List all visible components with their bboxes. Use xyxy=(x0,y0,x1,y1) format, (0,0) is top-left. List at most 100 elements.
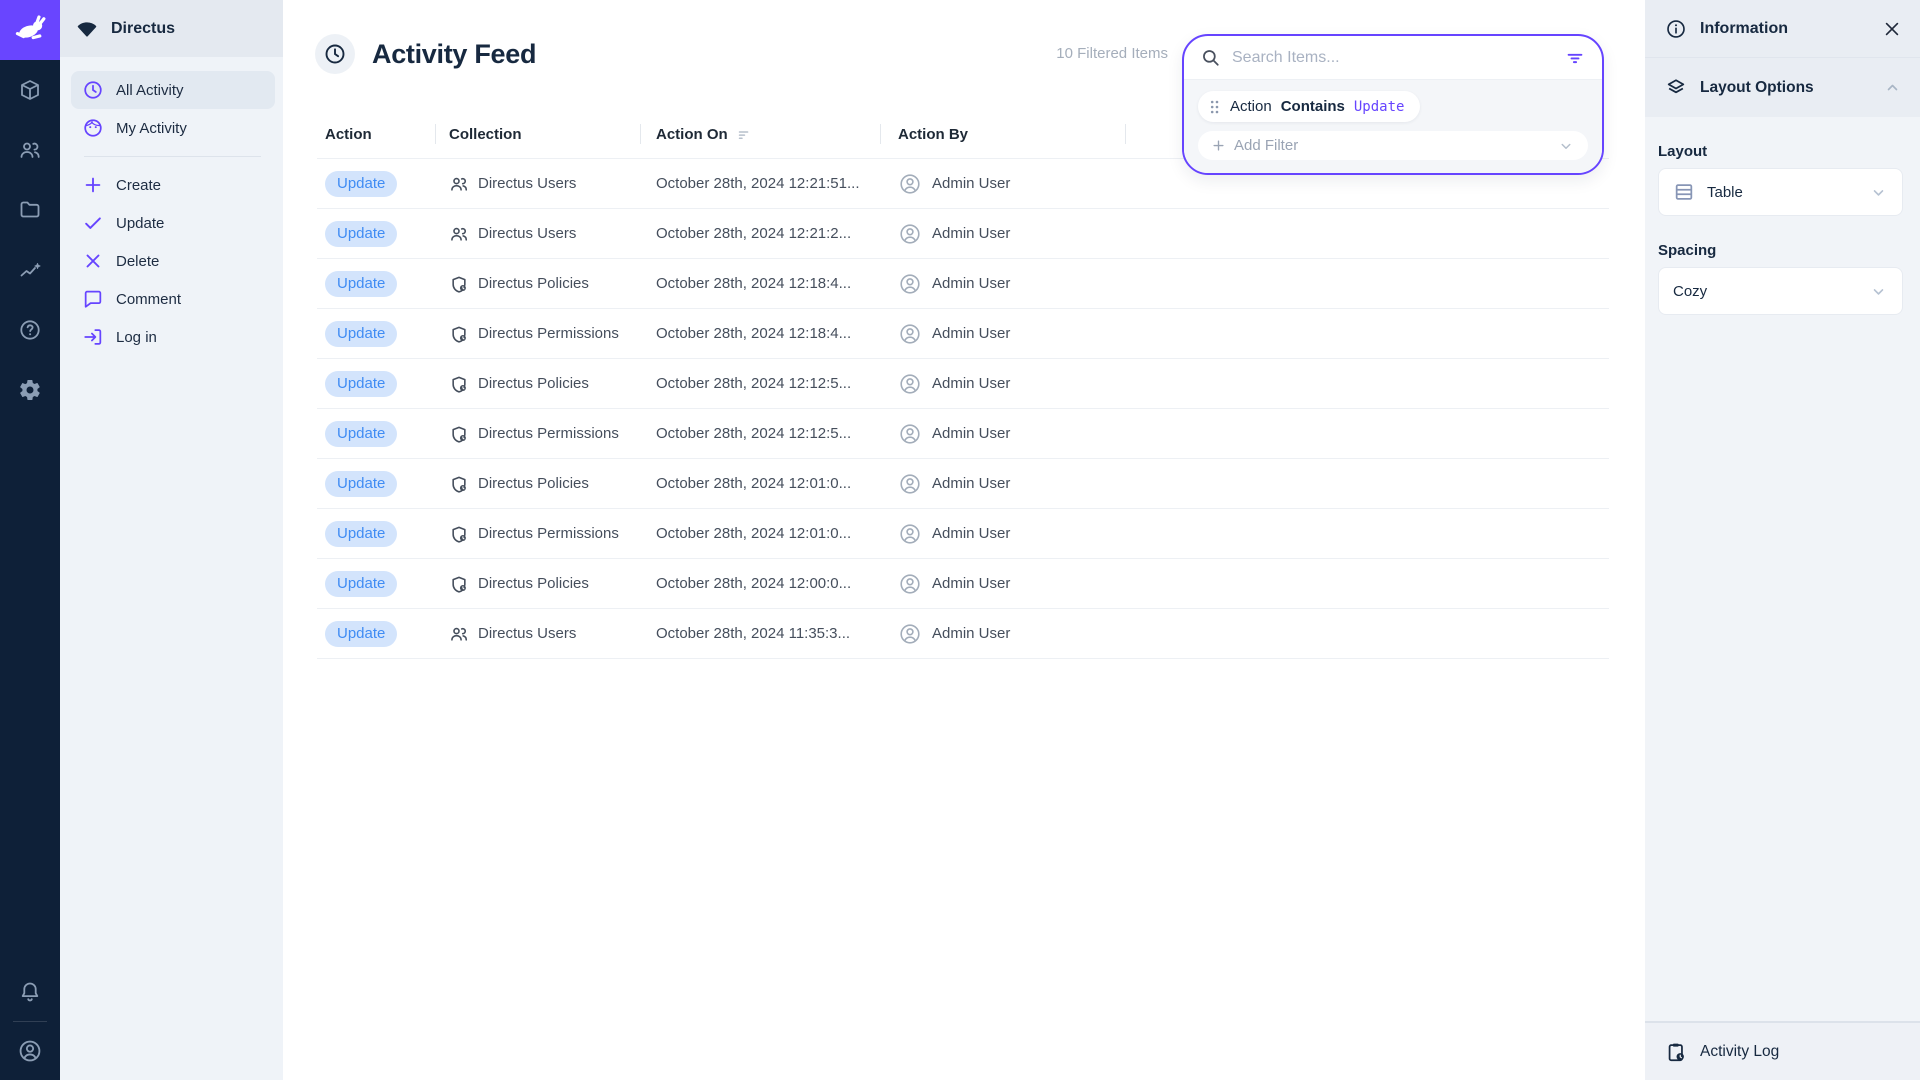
add-filter-button[interactable]: Add Filter xyxy=(1198,131,1588,160)
sidebar-item-login[interactable]: Log in xyxy=(71,318,275,356)
table-body: Update Directus Users October 28th, 2024… xyxy=(317,158,1609,659)
module-help-button[interactable] xyxy=(0,300,60,360)
drag-handle-icon[interactable] xyxy=(1208,99,1221,115)
collection-name: Directus Policies xyxy=(478,275,589,292)
collection-name: Directus Policies xyxy=(478,575,589,592)
action-on-date: October 28th, 2024 12:18:4... xyxy=(656,325,852,342)
column-header-action-on[interactable]: Action On xyxy=(640,110,880,158)
filter-operator[interactable]: Contains xyxy=(1280,98,1345,115)
action-by-user: Admin User xyxy=(932,475,1011,492)
project-selector[interactable]: Directus xyxy=(60,0,283,57)
table-row[interactable]: Update Directus Permissions October 28th… xyxy=(317,409,1609,459)
module-users-button[interactable] xyxy=(0,120,60,180)
spacing-label: Spacing xyxy=(1658,242,1717,259)
action-badge: Update xyxy=(325,420,398,447)
layout-label: Layout xyxy=(1658,143,1708,160)
information-header: Information xyxy=(1645,0,1920,57)
users-collection-icon xyxy=(449,624,469,644)
chevron-down-icon xyxy=(1869,183,1888,202)
avatar-icon xyxy=(898,172,922,196)
action-by-user: Admin User xyxy=(932,375,1011,392)
sidebar-item-all-activity[interactable]: All Activity xyxy=(71,71,275,109)
sidebar-item-label: Comment xyxy=(116,290,182,308)
table-row[interactable]: Update Directus Users October 28th, 2024… xyxy=(317,159,1609,209)
sidebar-item-update[interactable]: Update xyxy=(71,204,275,242)
table-header-row: Action Collection Action On Action By xyxy=(317,110,1609,158)
action-badge: Update xyxy=(325,470,398,497)
current-user-button[interactable] xyxy=(0,1022,60,1080)
action-on-date: October 28th, 2024 11:35:3... xyxy=(656,625,851,642)
search-input[interactable] xyxy=(1232,48,1553,67)
avatar-icon xyxy=(898,472,922,496)
layout-value: Table xyxy=(1707,183,1743,201)
close-icon[interactable] xyxy=(1882,19,1902,39)
collection-name: Directus Users xyxy=(478,225,577,242)
gear-icon xyxy=(18,378,42,402)
module-files-button[interactable] xyxy=(0,180,60,240)
sidebar-item-label: My Activity xyxy=(116,119,187,137)
sidebar-item-create[interactable]: Create xyxy=(71,166,275,204)
action-by-user: Admin User xyxy=(932,225,1011,242)
table-row[interactable]: Update Directus Policies October 28th, 2… xyxy=(317,359,1609,409)
table-row[interactable]: Update Directus Users October 28th, 2024… xyxy=(317,609,1609,659)
action-badge: Update xyxy=(325,620,398,647)
action-by-user: Admin User xyxy=(932,275,1011,292)
module-content-button[interactable] xyxy=(0,60,60,120)
filter-value[interactable]: Update xyxy=(1353,98,1405,115)
sidebar-item-label: Log in xyxy=(116,328,157,346)
action-badge: Update xyxy=(325,270,398,297)
bell-icon xyxy=(18,980,42,1004)
x-icon xyxy=(82,250,104,272)
action-on-date: October 28th, 2024 12:18:4... xyxy=(656,275,852,292)
clock-icon xyxy=(82,79,104,101)
policy-collection-icon xyxy=(449,524,469,544)
action-on-date: October 28th, 2024 12:01:0... xyxy=(656,525,852,542)
spacing-select[interactable]: Cozy xyxy=(1658,267,1903,315)
collection-name: Directus Permissions xyxy=(478,425,619,442)
users-collection-icon xyxy=(449,174,469,194)
table-row[interactable]: Update Directus Users October 28th, 2024… xyxy=(317,209,1609,259)
chevron-down-icon xyxy=(1869,282,1888,301)
sidebar-item-comment[interactable]: Comment xyxy=(71,280,275,318)
layers-icon xyxy=(1665,77,1687,99)
filter-rule[interactable]: Action Contains Update xyxy=(1198,91,1421,122)
directus-logo-button[interactable] xyxy=(0,0,60,60)
policy-collection-icon xyxy=(449,274,469,294)
table-row[interactable]: Update Directus Permissions October 28th… xyxy=(317,309,1609,359)
filter-field[interactable]: Action xyxy=(1230,98,1272,115)
column-header-action-by[interactable]: Action By xyxy=(880,110,1125,158)
module-settings-button[interactable] xyxy=(0,360,60,420)
sidebar-item-my-activity[interactable]: My Activity xyxy=(71,109,275,147)
column-header-collection[interactable]: Collection xyxy=(435,110,640,158)
action-badge: Update xyxy=(325,170,398,197)
table-row[interactable]: Update Directus Policies October 28th, 2… xyxy=(317,559,1609,609)
module-insights-button[interactable] xyxy=(0,240,60,300)
activity-table: Action Collection Action On Action By Up… xyxy=(317,110,1609,659)
filter-icon[interactable] xyxy=(1564,47,1586,69)
plus-icon xyxy=(82,174,104,196)
avatar-icon xyxy=(898,622,922,646)
notifications-button[interactable] xyxy=(0,963,60,1021)
layout-options-title: Layout Options xyxy=(1700,78,1814,96)
filtered-items-count: 10 Filtered Items xyxy=(1056,45,1168,62)
face-icon xyxy=(82,117,104,139)
activity-log-button[interactable]: Activity Log xyxy=(1645,1021,1920,1080)
column-header-action[interactable]: Action xyxy=(325,125,372,143)
layout-select[interactable]: Table xyxy=(1658,168,1903,216)
layout-options-accordion[interactable]: Layout Options xyxy=(1645,57,1920,117)
action-on-date: October 28th, 2024 12:12:5... xyxy=(656,375,852,392)
action-by-user: Admin User xyxy=(932,575,1011,592)
table-row[interactable]: Update Directus Permissions October 28th… xyxy=(317,509,1609,559)
sidebar-item-delete[interactable]: Delete xyxy=(71,242,275,280)
module-bar xyxy=(0,0,60,1080)
collection-name: Directus Users xyxy=(478,175,577,192)
policy-collection-icon xyxy=(449,324,469,344)
table-row[interactable]: Update Directus Policies October 28th, 2… xyxy=(317,459,1609,509)
collection-name: Directus Permissions xyxy=(478,325,619,342)
collection-name: Directus Users xyxy=(478,625,577,642)
check-icon xyxy=(82,212,104,234)
table-row[interactable]: Update Directus Policies October 28th, 2… xyxy=(317,259,1609,309)
spacing-value: Cozy xyxy=(1673,282,1708,300)
search-panel: Action Contains Update Add Filter xyxy=(1182,34,1604,175)
action-on-date: October 28th, 2024 12:01:0... xyxy=(656,475,852,492)
